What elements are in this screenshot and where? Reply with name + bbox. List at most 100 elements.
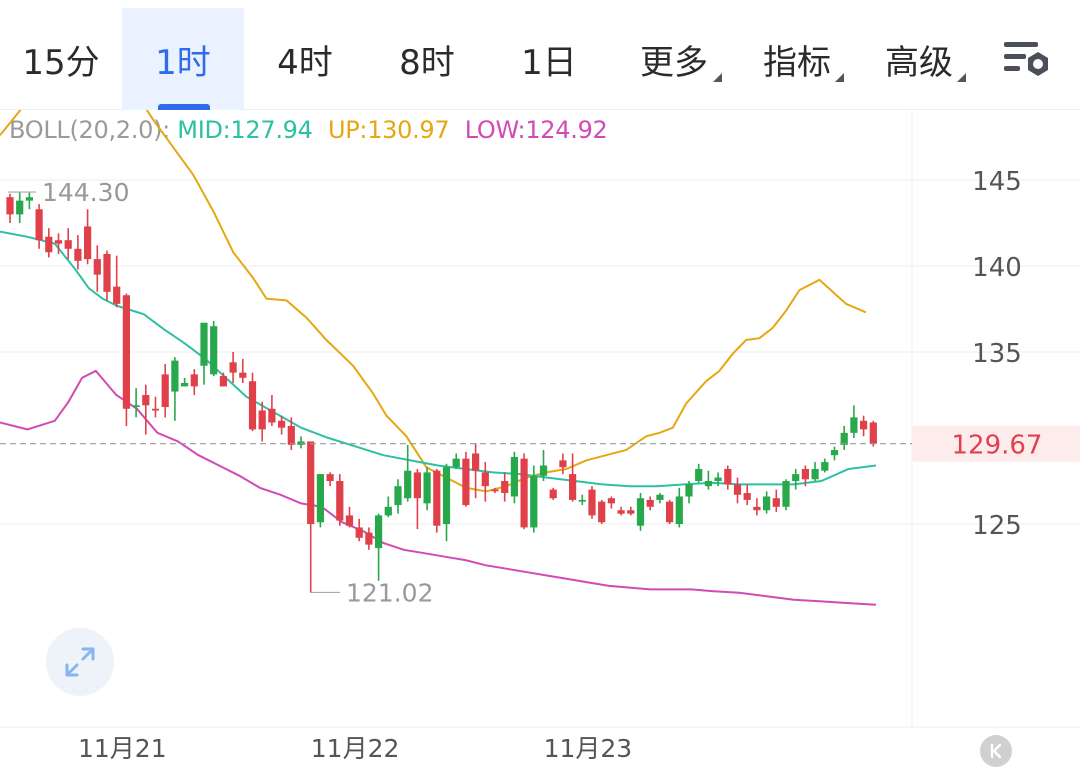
candle-body <box>617 510 625 514</box>
candle-body <box>45 236 53 253</box>
collapse-k-icon[interactable] <box>980 735 1012 767</box>
candle-body <box>384 506 392 516</box>
candlestick-chart[interactable]: 145 140 135 125 11月21 11月22 11月23 129.67 144.30 1… <box>0 110 1080 774</box>
tab-15min[interactable]: 15分 <box>0 8 122 110</box>
candle-body <box>772 498 780 507</box>
candle-body <box>472 453 480 471</box>
candle-body <box>636 498 645 526</box>
tab-indicators[interactable]: 指标 <box>736 8 858 110</box>
tab-label: 4时 <box>277 42 333 83</box>
tab-1h[interactable]: 1时 <box>122 8 244 110</box>
expand-arrows-icon[interactable] <box>46 628 114 696</box>
candle-body <box>539 465 548 476</box>
candle-body <box>316 474 324 523</box>
filter-settings-icon[interactable] <box>1000 34 1058 84</box>
min-price-label: 121.02 <box>346 578 433 607</box>
candle-body <box>675 496 683 524</box>
candle-body <box>190 374 198 387</box>
candle-body <box>229 362 237 373</box>
candle-body <box>830 450 839 456</box>
tab-1d[interactable]: 1日 <box>488 8 610 110</box>
y-tick-label: 125 <box>972 511 1022 541</box>
boll-mid-line <box>0 230 877 488</box>
boll-legend: BOLL(20,2.0): MID:127.94 UP:130.97 LOW:1… <box>9 116 616 144</box>
candle-body <box>287 425 295 445</box>
candle-body <box>413 472 421 499</box>
tab-label: 更多 <box>640 42 708 83</box>
candle-body <box>569 474 577 500</box>
candle-body <box>743 493 751 500</box>
candle-body <box>811 468 819 480</box>
candle-body <box>433 470 441 526</box>
candle-body <box>666 501 674 523</box>
y-tick-label: 145 <box>972 167 1022 197</box>
tab-label: 8时 <box>399 42 455 83</box>
candle-body <box>278 420 286 428</box>
candle-body <box>549 489 557 499</box>
candle-body <box>16 200 24 215</box>
candle-body <box>25 197 33 201</box>
x-tick-label: 11月23 <box>544 734 633 763</box>
candle-body <box>54 240 63 244</box>
candle-body <box>151 408 160 411</box>
candle-body <box>714 477 722 481</box>
candle-body <box>200 322 208 366</box>
tab-8h[interactable]: 8时 <box>366 8 488 110</box>
dropdown-triangle-icon <box>835 73 844 82</box>
candle-body <box>219 376 227 387</box>
candle-body <box>695 468 703 481</box>
tab-more[interactable]: 更多 <box>612 8 736 110</box>
candle-body <box>491 489 499 492</box>
tab-4h[interactable]: 4时 <box>244 8 366 110</box>
candle-body <box>74 248 82 261</box>
candle-body <box>248 381 257 430</box>
candle-body <box>821 462 829 471</box>
candle-body <box>462 458 470 506</box>
candle-body <box>840 432 848 445</box>
candle-body <box>530 475 538 528</box>
candle-body <box>656 494 664 500</box>
tab-label: 15分 <box>22 42 100 83</box>
candle-body <box>6 197 14 215</box>
boll-low-value: LOW:124.92 <box>464 116 608 144</box>
candle-body <box>132 405 140 408</box>
candle-body <box>646 499 654 507</box>
candle-body <box>607 498 615 504</box>
boll-name: BOLL(20,2.0): <box>9 116 170 144</box>
candle-body <box>355 527 363 538</box>
tab-label: 1日 <box>521 42 577 83</box>
x-tick-label: 11月22 <box>311 734 400 763</box>
candle-body <box>268 408 276 423</box>
candle-body <box>733 484 742 495</box>
candle-body <box>782 481 790 507</box>
candle-body <box>326 474 334 481</box>
candle-body <box>35 209 43 241</box>
candle-body <box>181 382 189 387</box>
candle-body <box>103 253 111 292</box>
y-tick-label: 135 <box>972 339 1022 369</box>
candle-body <box>860 420 868 430</box>
candle-body <box>578 499 586 502</box>
candle-body <box>510 456 518 497</box>
candle-body <box>345 515 354 526</box>
candle-body <box>365 532 373 545</box>
candle-body <box>93 259 101 275</box>
candle-body <box>753 506 761 511</box>
candle-body <box>307 441 315 524</box>
boll-up-value: UP:130.97 <box>327 116 450 144</box>
dropdown-triangle-icon <box>713 73 722 82</box>
current-price-label: 129.67 <box>952 431 1043 461</box>
candle-body <box>394 486 402 506</box>
timeframe-tabbar: 15分 1时 4时 8时 1日 更多 指标 高级 <box>0 0 1080 110</box>
candle-body <box>704 481 712 487</box>
candle-body <box>588 489 596 516</box>
candle-body <box>559 460 567 468</box>
candle-body <box>423 472 431 504</box>
candle-body <box>113 286 121 304</box>
candle-body <box>520 458 528 528</box>
candle-body <box>763 496 771 511</box>
candle-body <box>336 481 344 521</box>
y-tick-label: 140 <box>972 253 1022 283</box>
candle-body <box>801 468 809 480</box>
tab-advanced[interactable]: 高级 <box>858 8 980 110</box>
